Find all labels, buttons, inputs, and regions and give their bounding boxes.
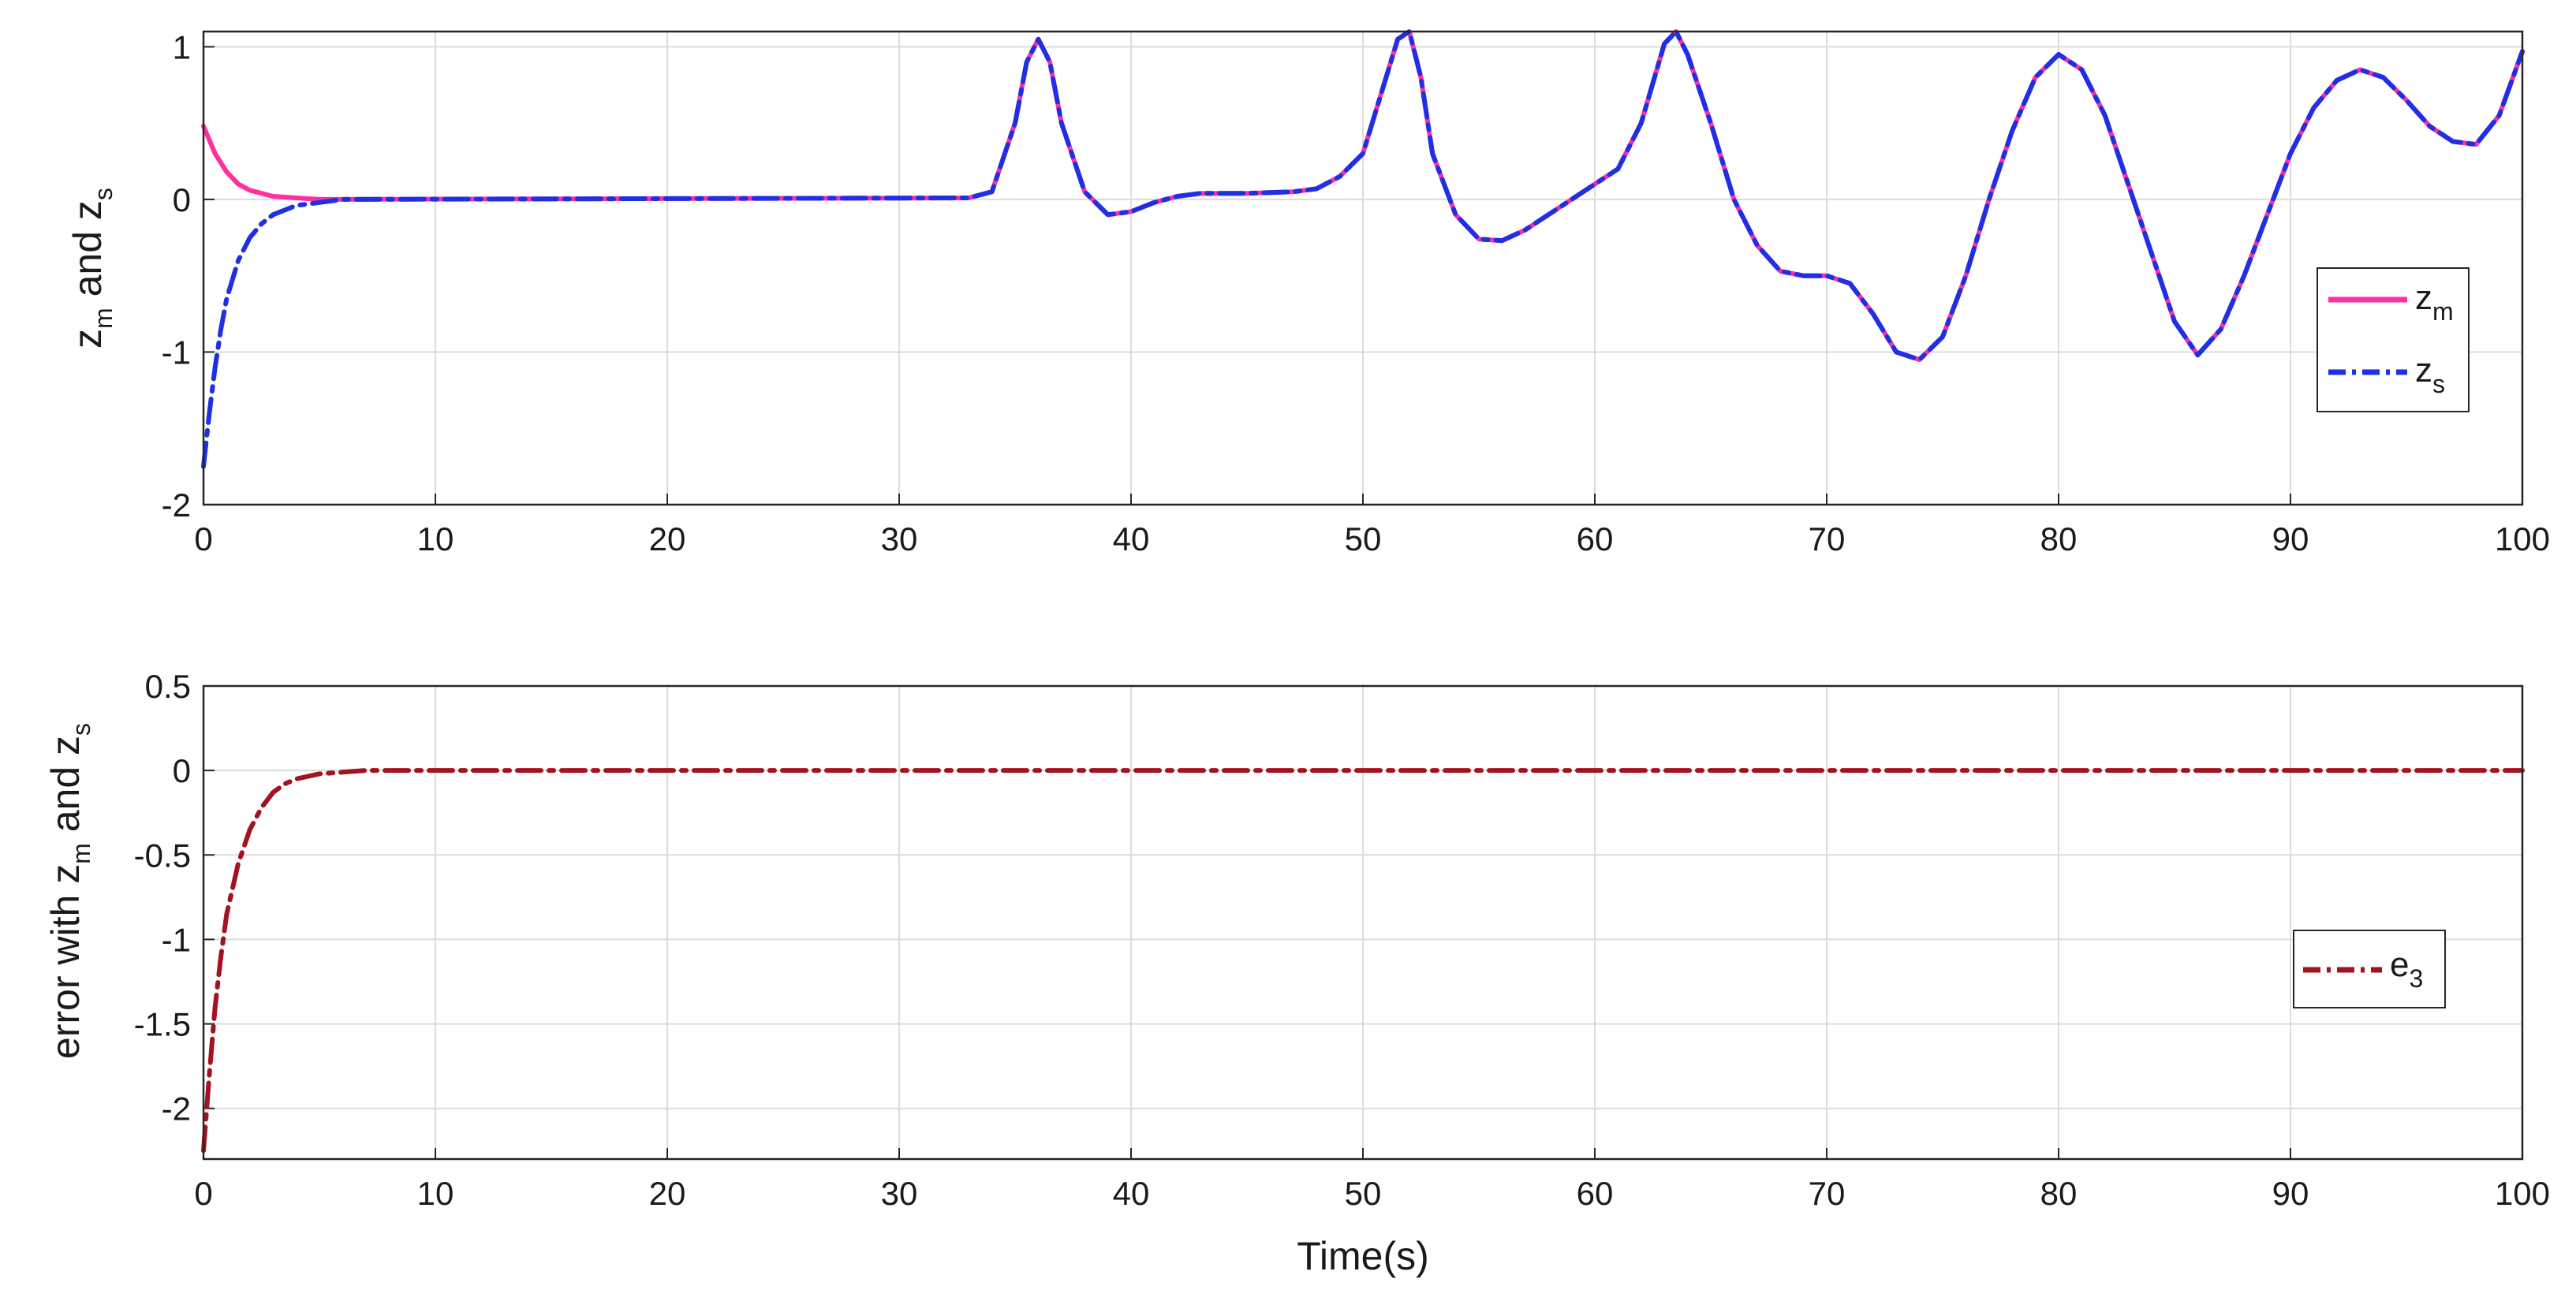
x-tick-label: 60	[1577, 1175, 1614, 1212]
top-ylabel-base1: z	[65, 329, 110, 349]
top-x-tick-labels: 0 10 20 30 40 50 60 70 80 90 100	[194, 520, 2550, 557]
legend-label-e3: e3	[2390, 945, 2423, 993]
y-tick-label: -1.5	[134, 1006, 191, 1043]
x-tick-label: 10	[417, 1175, 454, 1212]
bottom-x-tick-labels: 0 10 20 30 40 50 60 70 80 90 100	[194, 1175, 2550, 1212]
y-tick-label: -1	[162, 921, 191, 958]
series-line-e3	[201, 768, 2525, 1154]
bottom-y-axis-title: error with zm and zs	[43, 723, 95, 1059]
x-tick-label: 0	[194, 520, 212, 557]
x-tick-label: 30	[881, 1175, 918, 1212]
x-tick-label: 20	[649, 520, 686, 557]
x-tick-label: 90	[2272, 520, 2309, 557]
bottom-y-tick-labels: -2 -1.5 -1 -0.5 0 0.5	[134, 668, 191, 1128]
top-y-tick-labels: -2 -1 0 1	[162, 28, 191, 524]
legend-label-e3-sub: 3	[2409, 964, 2423, 993]
y-tick-label: 1	[173, 28, 191, 65]
x-tick-label: 40	[1113, 520, 1150, 557]
y-tick-label: -2	[162, 486, 191, 524]
x-tick-label: 60	[1577, 520, 1614, 557]
legend-label-zs: zs	[2415, 351, 2445, 398]
x-tick-label: 10	[417, 520, 454, 557]
top-ylabel-mid: and z	[65, 200, 110, 308]
x-tick-label: 80	[2040, 520, 2078, 557]
legend-label-e3-base: e	[2390, 945, 2409, 984]
x-tick-label: 50	[1345, 1175, 1382, 1212]
y-tick-label: -2	[162, 1090, 191, 1128]
bottom-axes-box	[202, 684, 2524, 1161]
y-tick-label: 0	[173, 752, 191, 789]
x-tick-label: 100	[2495, 520, 2550, 557]
x-tick-label: 70	[1809, 1175, 1846, 1212]
top-ylabel-sub1: m	[89, 308, 118, 329]
x-tick-label: 80	[2040, 1175, 2078, 1212]
y-tick-label: -1	[162, 334, 191, 371]
top-ylabel-sub2: s	[89, 188, 118, 200]
legend-label-zm-sub: m	[2432, 297, 2454, 326]
x-tick-label: 40	[1113, 1175, 1150, 1212]
top-legend: zm zs	[2317, 267, 2470, 412]
bottom-ylabel-sub2: s	[67, 723, 95, 736]
top-grid	[203, 32, 2523, 505]
x-tick-label: 50	[1345, 520, 1382, 557]
bottom-series-group	[201, 768, 2525, 1154]
bottom-chart-panel: 0 10 20 30 40 50 60 70 80 90 100 -2-1.5-1-0.500.5 …	[43, 668, 2550, 1278]
bottom-legend: e3	[2293, 930, 2446, 1008]
bottom-ylabel-mid: and z	[43, 736, 88, 843]
legend-label-zs-sub: s	[2432, 370, 2445, 398]
top-y-axis-title: zm and zs	[65, 188, 118, 349]
x-tick-label: 100	[2495, 1175, 2550, 1212]
series-line-zs	[201, 29, 2525, 469]
bottom-ylabel-prefix: error with z	[43, 864, 88, 1059]
bottom-ylabel-sub1: m	[67, 843, 95, 864]
y-tick-label: 0	[173, 181, 191, 218]
legend-label-zm: zm	[2415, 278, 2454, 326]
x-tick-label: 20	[649, 1175, 686, 1212]
x-tick-label: 70	[1809, 520, 1846, 557]
x-tick-label: 30	[881, 520, 918, 557]
x-tick-label: 0	[194, 1175, 212, 1212]
legend-label-zs-base: z	[2415, 351, 2432, 390]
bottom-x-axis-title: Time(s)	[1297, 1234, 1429, 1278]
y-tick-label: 0.5	[145, 668, 191, 705]
top-legend-box	[2317, 267, 2470, 412]
top-axes-box	[202, 30, 2524, 506]
top-series-group	[201, 29, 2525, 469]
legend-label-zm-base: z	[2415, 278, 2432, 317]
x-tick-label: 90	[2272, 1175, 2309, 1212]
y-tick-label: -0.5	[134, 837, 191, 874]
top-chart-panel: 0 10 20 30 40 50 60 70 80 90 100 -2-101 zm and zs …	[65, 28, 2550, 557]
